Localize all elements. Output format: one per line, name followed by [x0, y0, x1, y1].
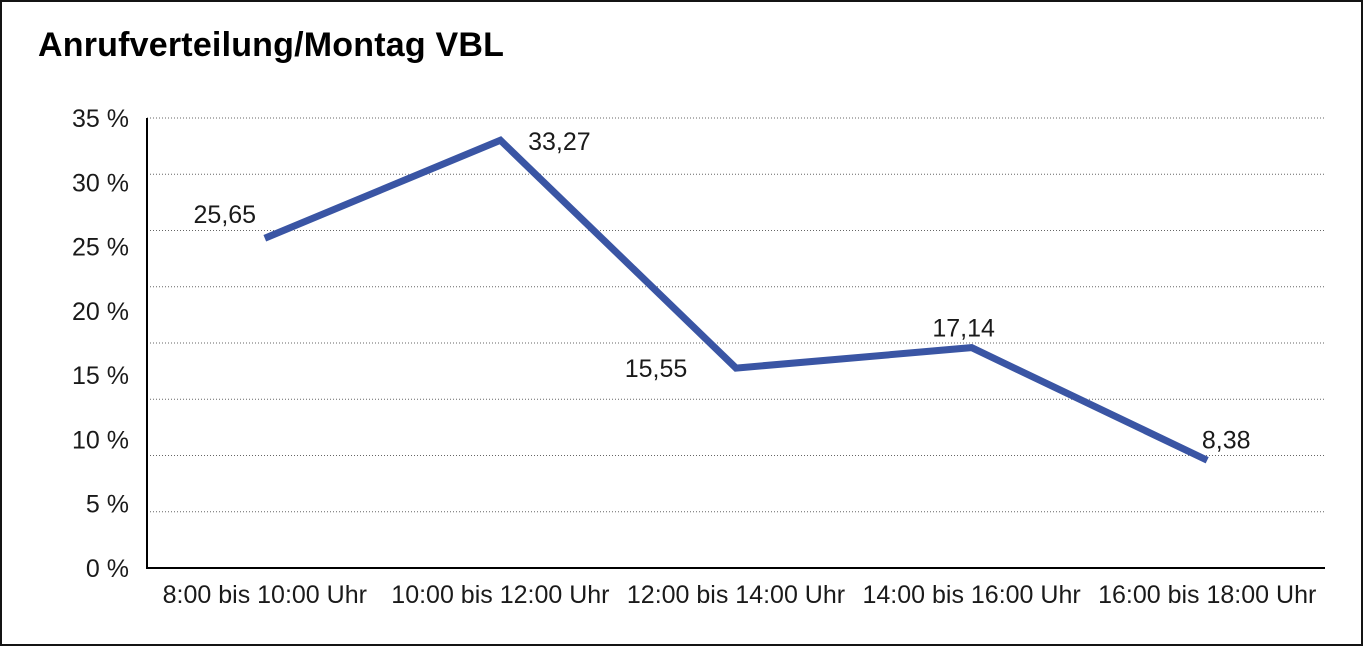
data-point-label: 8,38 — [1202, 426, 1251, 454]
y-tick-label: 10 % — [72, 426, 129, 454]
y-tick-label: 25 % — [72, 234, 129, 262]
x-category-label: 16:00 bis 18:00 Uhr — [1098, 581, 1316, 609]
data-point-label: 15,55 — [625, 355, 688, 383]
x-category-label: 14:00 bis 16:00 Uhr — [862, 581, 1080, 609]
y-tick-label: 0 % — [86, 555, 129, 583]
chart-title: Anrufverteilung/Montag VBL — [38, 26, 505, 64]
data-point-label: 33,27 — [528, 128, 591, 156]
y-tick-label: 30 % — [72, 169, 129, 197]
y-tick-label: 5 % — [86, 491, 129, 519]
y-tick-label: 15 % — [72, 362, 129, 390]
data-point-label: 25,65 — [194, 201, 257, 229]
x-category-label: 10:00 bis 12:00 Uhr — [391, 581, 609, 609]
x-category-label: 12:00 bis 14:00 Uhr — [627, 581, 845, 609]
y-tick-label: 35 % — [72, 105, 129, 133]
y-tick-label: 20 % — [72, 298, 129, 326]
data-series-line — [263, 136, 1209, 464]
data-point-label: 17,14 — [932, 315, 995, 343]
x-category-label: 8:00 bis 10:00 Uhr — [163, 581, 367, 609]
